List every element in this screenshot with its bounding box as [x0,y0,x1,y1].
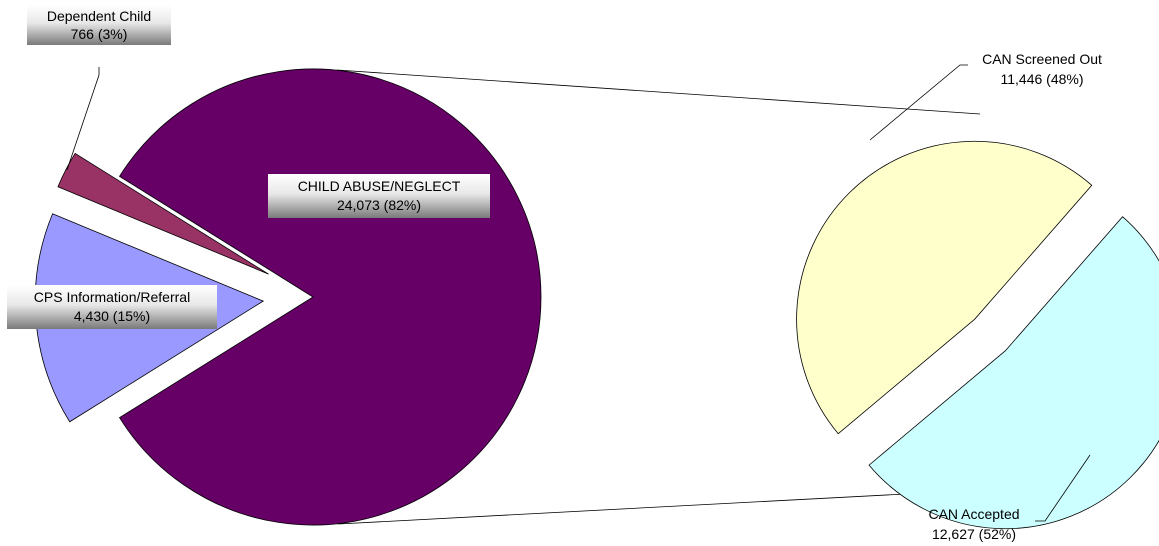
label-can-screened-out: CAN Screened Out 11,446 (48%) [982,51,1102,87]
label-box-child-abuse-neglect [268,174,490,218]
label-value-cps-information-referral: 4,430 (15%) [74,308,150,324]
label-value-child-abuse-neglect: 24,073 (82%) [337,197,421,213]
label-name-cps-information-referral: CPS Information/Referral [34,289,190,305]
label-value-can-accepted: 12,627 (52%) [932,526,1016,542]
label-cps-information-referral: CPS Information/Referral 4,430 (15%) [7,285,217,329]
pie-slice-dependent-child [57,152,269,275]
label-value-dependent-child: 766 (3%) [71,26,128,42]
connector-line-top [336,69,981,115]
label-child-abuse-neglect: CHILD ABUSE/NEGLECT 24,073 (82%) [268,174,490,218]
leader-line-dependent-child [66,67,100,171]
label-box-cps-information-referral [7,285,217,329]
label-name-can-screened-out: CAN Screened Out [982,51,1102,67]
pie-slice-can-accepted [868,216,1159,530]
pie-slice-can-screened-out [796,140,1093,435]
leader-line-can-screened-out [869,64,968,141]
label-name-can-accepted: CAN Accepted [928,506,1019,522]
label-dependent-child: Dependent Child 766 (3%) [27,5,171,45]
breakdown-pie [796,140,1159,530]
label-box-dependent-child [27,5,171,45]
leader-line-can-accepted [1035,454,1091,522]
label-value-can-screened-out: 11,446 (48%) [1000,71,1083,87]
label-name-child-abuse-neglect: CHILD ABUSE/NEGLECT [298,178,461,194]
label-can-accepted: CAN Accepted 12,627 (52%) [928,506,1019,542]
label-name-dependent-child: Dependent Child [47,8,151,24]
